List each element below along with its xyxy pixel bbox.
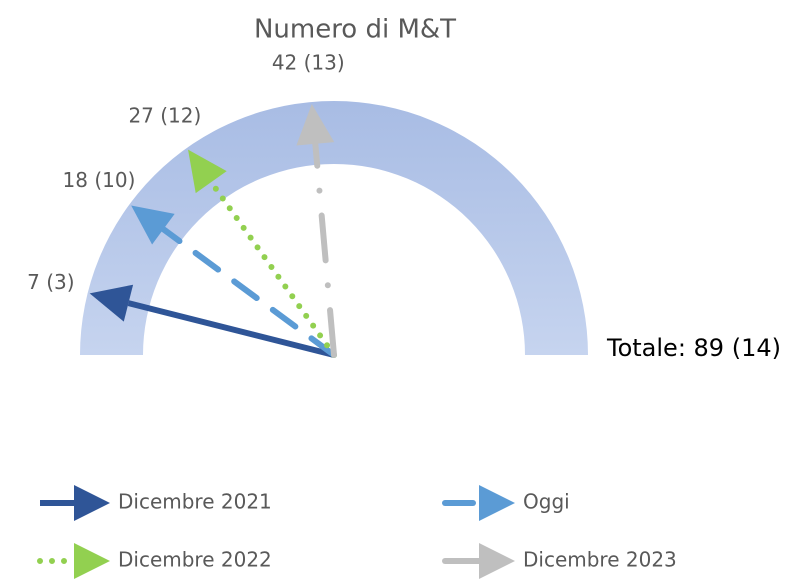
- legend-label: Dicembre 2023: [523, 548, 677, 572]
- needle-head: [89, 284, 134, 322]
- needle-line: [160, 226, 337, 358]
- needle-line: [208, 179, 337, 358]
- needle-head: [131, 205, 175, 245]
- legend-label: Dicembre 2022: [118, 548, 272, 572]
- legend-icon-head: [74, 543, 110, 579]
- value-label: 42 (13): [272, 51, 345, 75]
- legend-icon-head: [74, 485, 110, 521]
- legend-icon-head: [479, 485, 515, 521]
- value-label: 7 (3): [27, 270, 74, 294]
- value-label: 18 (10): [63, 168, 136, 192]
- value-label: 27 (12): [128, 103, 201, 127]
- legend-label: Oggi: [523, 490, 570, 514]
- legend-icon-head: [479, 543, 515, 579]
- legend-label: Dicembre 2021: [118, 490, 272, 514]
- chart-title: Numero di M&T: [254, 15, 456, 45]
- needle-head: [188, 149, 227, 194]
- needle-line: [127, 300, 335, 358]
- total-label: Totale: 89 (14): [606, 334, 781, 362]
- needle-line: [312, 140, 337, 358]
- needle-head: [296, 103, 335, 146]
